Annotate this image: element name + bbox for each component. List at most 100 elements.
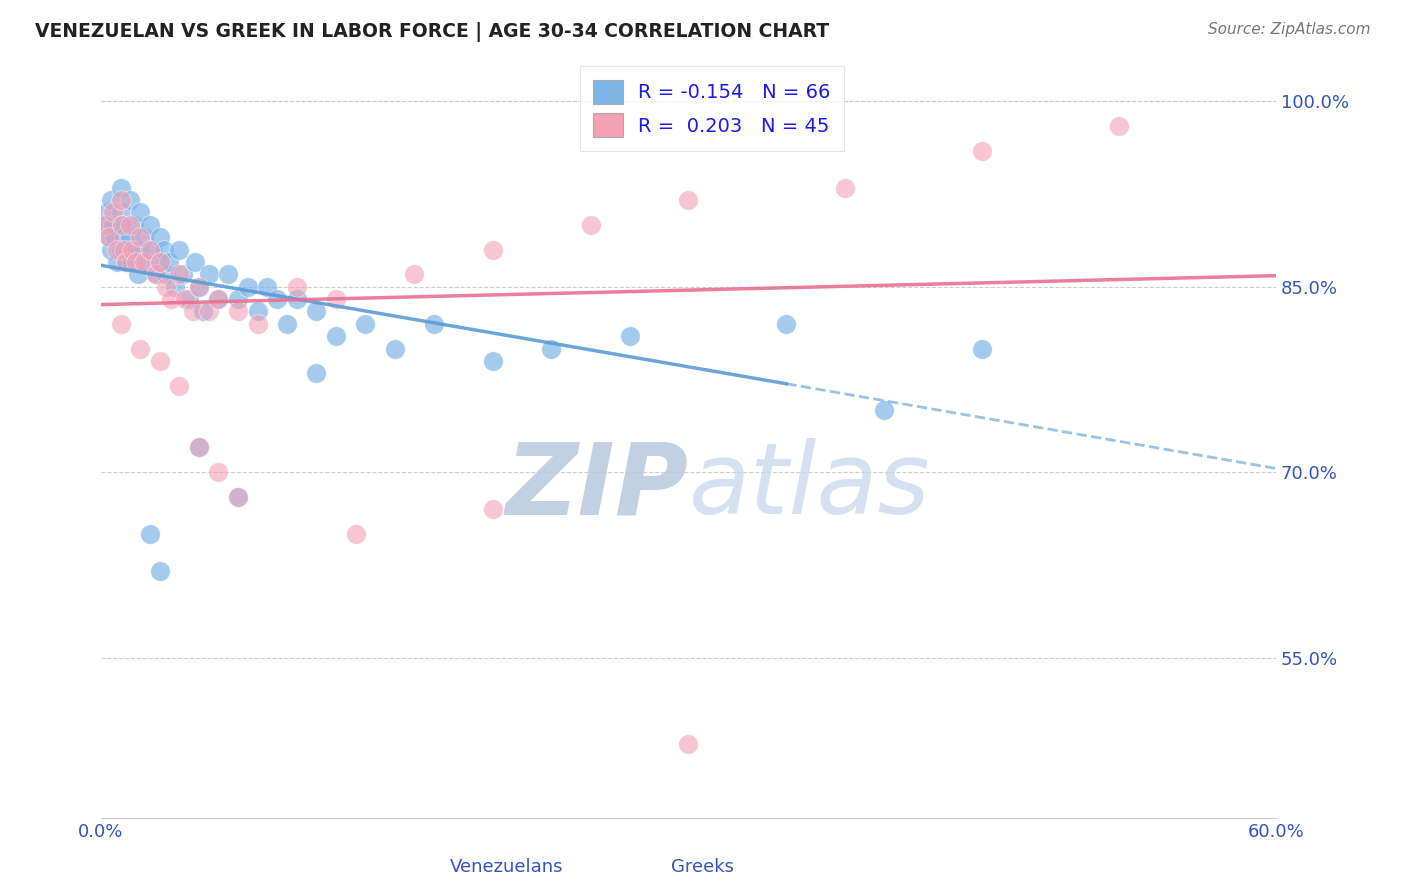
- Point: [226, 292, 249, 306]
- Point: [207, 292, 229, 306]
- Point: [165, 279, 187, 293]
- Point: [125, 243, 148, 257]
- Point: [149, 255, 172, 269]
- Point: [325, 329, 347, 343]
- Point: [110, 317, 132, 331]
- Point: [256, 279, 278, 293]
- Point: [127, 268, 149, 282]
- Point: [384, 342, 406, 356]
- Point: [111, 218, 134, 232]
- Point: [100, 193, 122, 207]
- Point: [149, 230, 172, 244]
- Point: [159, 255, 181, 269]
- Point: [149, 564, 172, 578]
- Point: [135, 255, 157, 269]
- Point: [110, 205, 132, 219]
- Point: [129, 205, 152, 219]
- Point: [129, 243, 152, 257]
- Point: [619, 329, 641, 343]
- Point: [325, 292, 347, 306]
- Point: [120, 193, 142, 207]
- Point: [160, 292, 183, 306]
- Text: Venezuelans: Venezuelans: [450, 858, 562, 876]
- Point: [132, 255, 155, 269]
- Point: [105, 255, 128, 269]
- Point: [187, 441, 209, 455]
- Point: [191, 304, 214, 318]
- Point: [111, 218, 134, 232]
- Point: [101, 218, 124, 232]
- Point: [132, 230, 155, 244]
- Point: [114, 243, 136, 257]
- Text: atlas: atlas: [689, 438, 931, 535]
- Point: [187, 279, 209, 293]
- Text: ZIP: ZIP: [506, 438, 689, 535]
- Point: [972, 144, 994, 158]
- Point: [110, 243, 132, 257]
- Point: [115, 255, 138, 269]
- Point: [97, 230, 120, 244]
- Text: Source: ZipAtlas.com: Source: ZipAtlas.com: [1208, 22, 1371, 37]
- Text: Greeks: Greeks: [672, 858, 734, 876]
- Point: [873, 403, 896, 417]
- Point: [226, 490, 249, 504]
- Point: [579, 218, 602, 232]
- Point: [344, 527, 367, 541]
- Point: [172, 268, 194, 282]
- Point: [246, 317, 269, 331]
- Point: [145, 268, 167, 282]
- Point: [197, 304, 219, 318]
- Point: [120, 218, 142, 232]
- Point: [169, 243, 191, 257]
- Point: [104, 230, 127, 244]
- Point: [775, 317, 797, 331]
- Point: [354, 317, 377, 331]
- Point: [114, 230, 136, 244]
- Point: [169, 268, 191, 282]
- Point: [285, 279, 308, 293]
- Point: [181, 304, 204, 318]
- Point: [266, 292, 288, 306]
- Point: [481, 243, 503, 257]
- Point: [197, 268, 219, 282]
- Point: [207, 465, 229, 479]
- Point: [129, 342, 152, 356]
- Point: [115, 255, 138, 269]
- Point: [96, 205, 118, 219]
- Point: [100, 243, 122, 257]
- Point: [174, 292, 197, 306]
- Point: [149, 354, 172, 368]
- Point: [155, 279, 177, 293]
- Point: [145, 268, 167, 282]
- Point: [678, 737, 700, 751]
- Point: [217, 268, 239, 282]
- Point: [187, 279, 209, 293]
- Point: [125, 255, 148, 269]
- Point: [305, 304, 328, 318]
- Point: [169, 378, 191, 392]
- Point: [285, 292, 308, 306]
- Legend: R = -0.154   N = 66, R =  0.203   N = 45: R = -0.154 N = 66, R = 0.203 N = 45: [579, 66, 844, 151]
- Point: [97, 230, 120, 244]
- Text: VENEZUELAN VS GREEK IN LABOR FORCE | AGE 30-34 CORRELATION CHART: VENEZUELAN VS GREEK IN LABOR FORCE | AGE…: [35, 22, 830, 42]
- Point: [972, 342, 994, 356]
- Point: [404, 268, 426, 282]
- Point: [276, 317, 298, 331]
- Point: [678, 193, 700, 207]
- Point: [834, 180, 856, 194]
- Point: [139, 527, 162, 541]
- Point: [94, 218, 117, 232]
- Point: [184, 255, 207, 269]
- Point: [139, 218, 162, 232]
- Point: [481, 354, 503, 368]
- Point: [305, 366, 328, 380]
- Point: [226, 490, 249, 504]
- Point: [122, 218, 145, 232]
- Point: [207, 292, 229, 306]
- Point: [101, 205, 124, 219]
- Point: [120, 230, 142, 244]
- Point: [226, 304, 249, 318]
- Point: [139, 243, 162, 257]
- Point: [117, 243, 139, 257]
- Point: [481, 502, 503, 516]
